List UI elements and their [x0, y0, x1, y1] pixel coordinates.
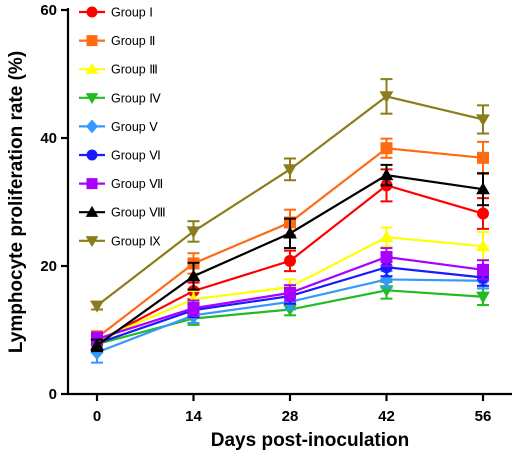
legend-marker	[85, 119, 99, 134]
data-point	[186, 226, 201, 239]
legend-marker	[86, 35, 98, 47]
x-tick-label: 14	[185, 408, 202, 425]
data-point	[90, 338, 104, 351]
legend-marker	[86, 149, 98, 161]
legend-item: Group Ⅵ	[79, 149, 161, 163]
legend-item: Group Ⅶ	[79, 177, 163, 191]
data-point	[476, 239, 490, 252]
data-point	[477, 207, 489, 220]
y-tick-label: 40	[40, 130, 57, 147]
data-point	[90, 344, 104, 360]
legend-marker	[86, 178, 98, 190]
data-point	[477, 151, 489, 164]
data-point	[379, 230, 394, 243]
y-axis-title: Lymphocyte proliferation rate (%)	[6, 51, 27, 353]
legend-label: Group Ⅷ	[111, 206, 166, 220]
series-group	[90, 78, 490, 364]
data-point	[380, 261, 393, 274]
legend-label: Group Ⅴ	[111, 120, 158, 134]
axes: 0 20 40 60 0 14 28 42 56	[40, 2, 512, 425]
x-tick-label: 56	[475, 408, 492, 425]
legend-item: Group Ⅳ	[79, 91, 161, 105]
data-point	[380, 142, 393, 155]
data-point	[380, 251, 393, 264]
legend-label: Group Ⅸ	[111, 234, 161, 248]
legend-marker	[86, 6, 98, 18]
legend-marker	[85, 236, 99, 248]
legend-label: Group Ⅳ	[111, 91, 161, 105]
data-point	[379, 168, 394, 181]
legend-item: Group Ⅰ	[79, 6, 153, 20]
data-point	[186, 269, 201, 282]
data-point	[476, 182, 490, 195]
legend-item: Group Ⅱ	[79, 34, 155, 48]
legend-item: Group Ⅸ	[79, 234, 161, 248]
legend-item: Group Ⅲ	[79, 63, 158, 77]
y-tick-label: 60	[40, 2, 57, 19]
data-point	[283, 164, 297, 177]
x-tick-label: 42	[378, 408, 395, 425]
x-axis-title: Days post-inoculation	[211, 430, 409, 451]
series-9	[90, 78, 490, 313]
legend-marker	[85, 62, 99, 74]
series-8	[90, 163, 490, 353]
data-point	[477, 263, 489, 276]
legend-label: Group Ⅵ	[111, 149, 161, 163]
data-point	[187, 302, 200, 315]
x-tick-label: 28	[282, 408, 299, 425]
data-point	[379, 91, 394, 104]
data-point	[283, 226, 297, 239]
data-point	[284, 254, 296, 267]
legend-label: Group Ⅰ	[111, 6, 153, 20]
legend-label: Group Ⅶ	[111, 177, 163, 191]
data-point	[284, 286, 296, 299]
data-point	[476, 291, 490, 304]
legend-label: Group Ⅱ	[111, 34, 155, 48]
data-point	[476, 114, 490, 127]
legend-item: Group Ⅷ	[79, 206, 166, 220]
y-tick-label: 20	[40, 258, 57, 275]
legend-item: Group Ⅴ	[79, 119, 158, 134]
x-tick-label: 0	[93, 408, 101, 425]
legend-marker	[85, 93, 99, 105]
legend-label: Group Ⅲ	[111, 63, 158, 77]
y-tick-label: 0	[49, 386, 57, 403]
legend: Group Ⅰ Group Ⅱ Group Ⅲ Group Ⅳ Group Ⅴ Group…	[79, 6, 166, 248]
data-point	[90, 300, 104, 313]
legend-marker	[85, 205, 99, 217]
